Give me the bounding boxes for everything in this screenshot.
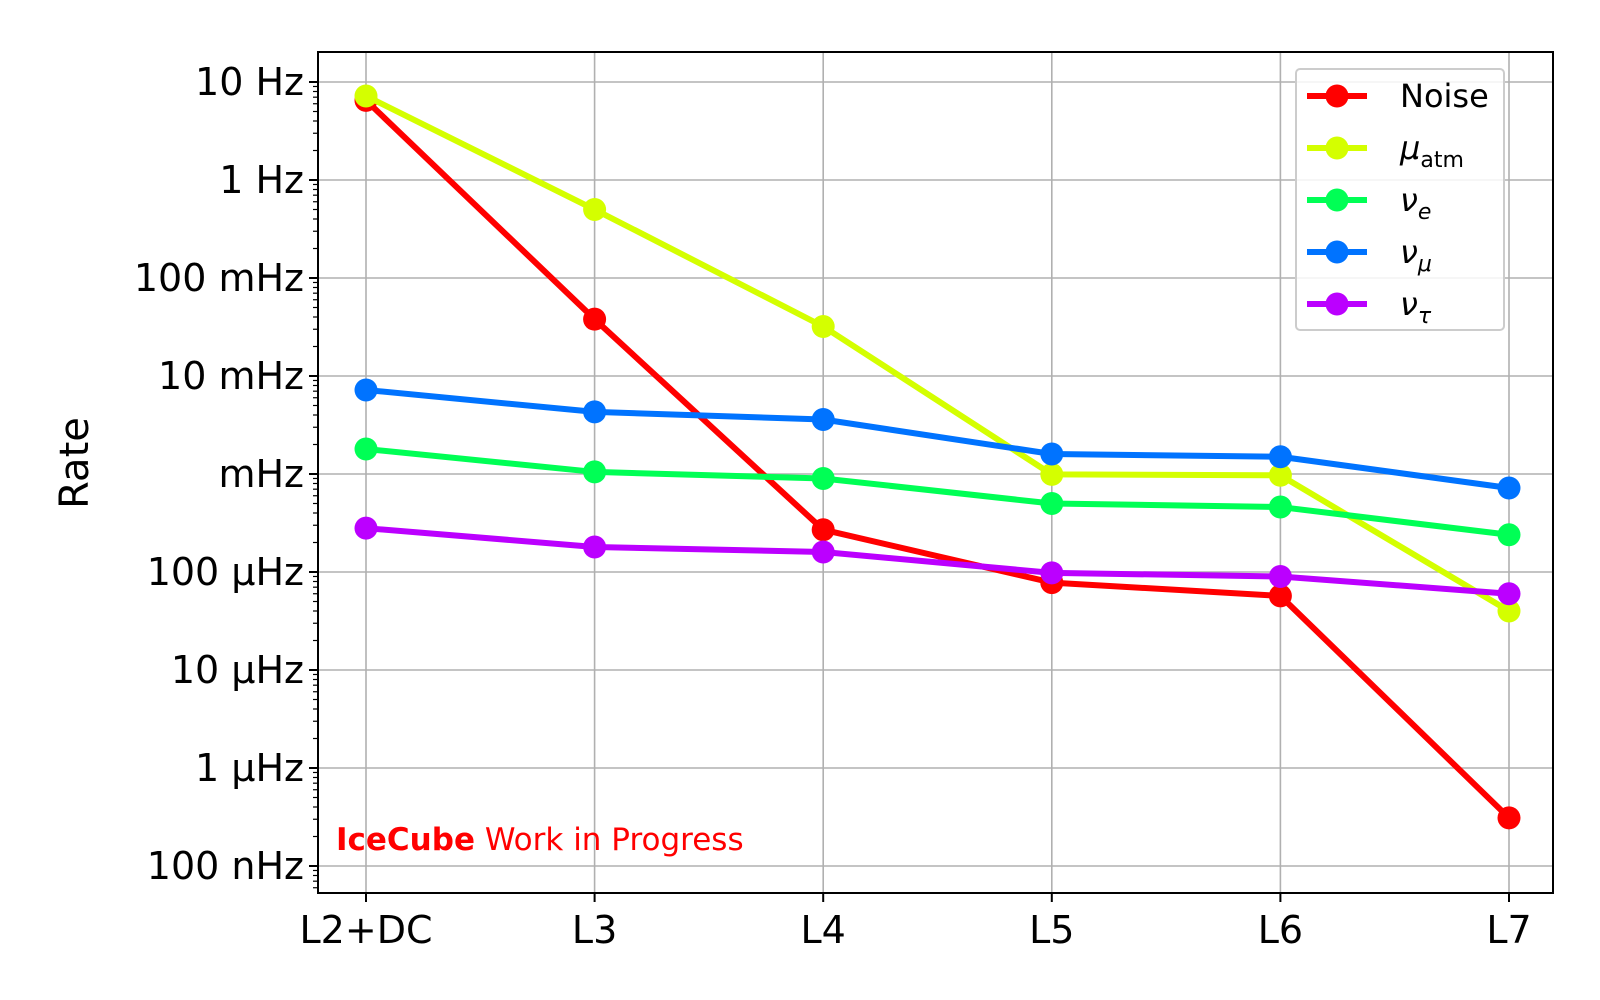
y-tick-label: 100 mHz <box>134 256 304 300</box>
data-point-ντ <box>354 516 378 540</box>
data-point-νμ <box>1268 445 1292 469</box>
data-point-νμ <box>583 400 607 424</box>
data-point-νμ <box>1497 476 1521 500</box>
data-point-ντ <box>811 540 835 564</box>
series-line-μatm <box>364 93 1511 614</box>
watermark-text: Work in Progress <box>475 822 744 858</box>
legend-label: νe <box>1400 181 1431 225</box>
x-tick-label: L6 <box>1258 908 1303 952</box>
legend-label-main: ν <box>1400 285 1418 323</box>
data-point-νe <box>1040 492 1064 516</box>
data-point-νμ <box>354 378 378 402</box>
data-point-νe <box>1497 523 1521 547</box>
data-point-νe <box>1268 495 1292 519</box>
legend-marker <box>1325 84 1349 108</box>
legend-label: ντ <box>1400 285 1432 329</box>
x-tick-label: L4 <box>801 908 846 952</box>
data-point-Noise <box>811 518 835 542</box>
series-layer <box>354 84 1521 830</box>
data-point-Noise <box>1268 584 1292 608</box>
series-line-Noise <box>363 98 1512 820</box>
data-point-ντ <box>1497 582 1521 606</box>
watermark-bold: IceCube <box>336 822 475 858</box>
y-tick-label: 10 mHz <box>158 354 304 398</box>
data-point-νμ <box>1040 442 1064 466</box>
data-point-ντ <box>583 535 607 559</box>
data-point-Noise <box>1497 806 1521 830</box>
legend-label-sub: e <box>1418 200 1432 225</box>
x-tick-label: L7 <box>1486 908 1531 952</box>
data-point-μatm <box>354 84 378 108</box>
series-line-νe <box>365 445 1510 538</box>
data-point-νe <box>811 466 835 490</box>
legend-label-main: ν <box>1400 181 1418 219</box>
y-tick-label: 100 nHz <box>147 844 304 888</box>
data-point-νe <box>354 437 378 461</box>
legend-label-sub: μ <box>1417 252 1432 277</box>
legend-marker <box>1325 188 1349 212</box>
x-axis: L2+DC L3 L4 L5 L6 L7 <box>300 893 1532 952</box>
legend-marker <box>1325 292 1349 316</box>
legend-label: Noise <box>1400 77 1489 115</box>
legend-marker <box>1325 240 1349 264</box>
legend-label-main: Noise <box>1400 77 1489 115</box>
data-point-νμ <box>811 407 835 431</box>
legend-label-main: μ <box>1399 129 1420 167</box>
data-point-μatm <box>1497 599 1521 623</box>
data-point-μatm <box>811 314 835 338</box>
data-point-Noise <box>583 307 607 331</box>
y-tick-label: 10 Hz <box>195 60 304 104</box>
legend-label: μatm <box>1399 129 1464 173</box>
x-tick-label: L5 <box>1029 908 1074 952</box>
legend-label-sub: τ <box>1418 304 1432 329</box>
legend-marker <box>1325 136 1349 160</box>
series-line-ντ <box>365 525 1510 597</box>
legend-label-main: ν <box>1400 233 1418 271</box>
y-tick-label: 1 μHz <box>195 746 304 790</box>
series-line-νμ <box>365 386 1510 491</box>
y-tick-label: 1 Hz <box>219 158 304 202</box>
data-point-μatm <box>1268 463 1292 487</box>
y-tick-label: 100 μHz <box>147 550 304 594</box>
data-point-νe <box>583 460 607 484</box>
y-axis: 10 Hz 1 Hz 100 mHz 10 mHz mHz 100 μHz 10 μHz 1 … <box>134 60 318 888</box>
data-point-μatm <box>583 198 607 222</box>
x-tick-label: L2+DC <box>300 908 433 952</box>
legend-label: νμ <box>1400 233 1432 277</box>
plot-frame <box>317 51 1554 894</box>
legend-box <box>1295 68 1505 331</box>
y-tick-label: mHz <box>218 452 304 496</box>
legend-label-sub: atm <box>1420 148 1464 173</box>
data-point-ντ <box>1040 561 1064 585</box>
grid <box>318 52 1553 893</box>
y-axis-label: Rate <box>52 417 98 509</box>
y-tick-label: 10 μHz <box>171 648 304 692</box>
data-point-ντ <box>1268 564 1292 588</box>
x-tick-label: L3 <box>572 908 617 952</box>
data-point-μatm <box>1040 462 1064 486</box>
watermark-annotation: IceCube Work in Progress <box>336 822 744 858</box>
